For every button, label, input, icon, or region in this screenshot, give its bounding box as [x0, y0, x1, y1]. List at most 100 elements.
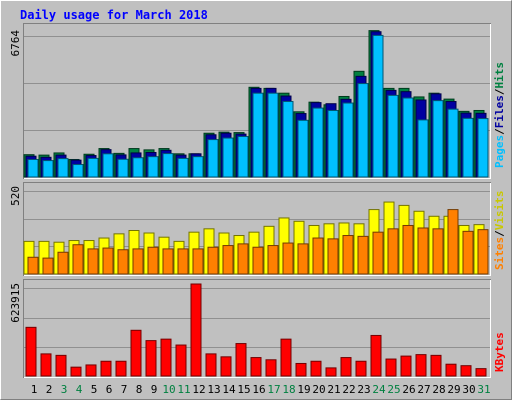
pages-bar-day-10 [162, 153, 174, 178]
kbytes-gridlines [24, 288, 490, 348]
legend-files: Files [493, 95, 506, 128]
kbytes-bar-day-16 [250, 357, 262, 377]
sites-bar-day-7 [117, 249, 129, 275]
sites-bar-day-8 [132, 248, 144, 275]
day-label: 3 [61, 383, 68, 396]
kbytes-bar-day-13 [205, 353, 217, 377]
sites-bar-day-19 [297, 243, 309, 275]
pages-bar-day-25 [387, 94, 399, 178]
pages-bar-day-28 [432, 100, 444, 178]
sites-bar-day-4 [72, 244, 84, 275]
day-label: 13 [207, 383, 220, 396]
kbytes-bars [25, 283, 487, 377]
day-label: 4 [76, 383, 83, 396]
day-label: 5 [91, 383, 98, 396]
day-label: 24 [372, 383, 386, 396]
day-label: 31 [477, 383, 490, 396]
pages-bar-day-7 [117, 158, 129, 178]
pages-bar-day-12 [192, 156, 204, 178]
sites-bar-day-9 [147, 246, 159, 275]
kbytes-bar-day-30 [460, 365, 472, 377]
kbytes-bar-day-3 [55, 354, 67, 377]
pages-bar-day-4 [72, 164, 84, 178]
sites-bar-day-21 [327, 238, 339, 275]
day-label: 6 [106, 383, 113, 396]
day-label: 25 [387, 383, 400, 396]
pages-bar-day-11 [177, 157, 189, 178]
sites-bar-day-18 [282, 242, 294, 275]
pages-bar-day-8 [132, 157, 144, 178]
sites-bar-day-20 [312, 237, 324, 275]
day-label: 2 [46, 383, 53, 396]
visits-panel: 520 Sites/Visits [9, 182, 506, 276]
sites-bar-day-1 [27, 256, 39, 275]
sites-bar-day-24 [372, 231, 384, 275]
day-label: 12 [192, 383, 205, 396]
day-label: 28 [432, 383, 445, 396]
kbytes-bar-day-22 [340, 357, 352, 377]
day-label: 21 [327, 383, 340, 396]
kbytes-ymax-label: 623915 [9, 283, 22, 323]
sites-bar-day-23 [357, 235, 369, 275]
kbytes-bar-day-12 [190, 283, 202, 377]
pages-bar-day-23 [357, 83, 369, 178]
day-axis-labels: 1 2 3 4 5 6 7 8 9 10 11 12 13 14 15 16 17 18 19 20 21 22 23 24 2… [31, 383, 491, 396]
pages-bar-day-3 [57, 158, 69, 178]
legend-visits: Visits [493, 191, 506, 231]
traffic-legend: Pages/Files/Hits [493, 62, 506, 168]
pages-bar-day-18 [282, 101, 294, 178]
visits-ymax-label: 520 [9, 186, 22, 206]
pages-bar-day-21 [327, 109, 339, 178]
day-label: 17 [267, 383, 280, 396]
kbytes-bar-day-23 [355, 360, 367, 377]
day-label: 7 [121, 383, 128, 396]
day-label: 14 [222, 383, 236, 396]
pages-bar-day-15 [237, 136, 249, 178]
kbytes-bar-day-29 [445, 363, 457, 377]
traffic-panel-bevel [24, 24, 491, 179]
kbytes-bar-day-26 [400, 355, 412, 377]
sites-bar-day-10 [162, 248, 174, 275]
traffic-panel: 6764 Pages/Files/Hits [9, 23, 506, 179]
sites-bar-day-16 [252, 246, 264, 275]
pages-bar-day-29 [447, 108, 459, 178]
visits-panel-bevel [24, 183, 491, 276]
sites-bar-day-22 [342, 235, 354, 275]
sites-bar-day-27 [417, 227, 429, 275]
pages-bar-day-13 [207, 139, 219, 178]
day-label: 19 [297, 383, 310, 396]
pages-bar-day-24 [372, 34, 384, 178]
sites-bar-day-26 [402, 224, 414, 275]
day-label: 1 [31, 383, 38, 396]
pages-bar-day-31 [477, 118, 489, 178]
kbytes-bar-day-31 [475, 368, 487, 377]
sites-bar-day-31 [477, 229, 489, 275]
kbytes-bar-day-6 [100, 360, 112, 377]
day-label: 18 [282, 383, 295, 396]
kbytes-bar-day-10 [160, 338, 172, 377]
pages-bar-day-19 [297, 119, 309, 178]
pages-bar-day-27 [417, 119, 429, 178]
legend-separator: / [493, 230, 506, 237]
day-label: 26 [402, 383, 415, 396]
kbytes-bar-day-27 [415, 354, 427, 377]
sites-bar-day-13 [207, 246, 219, 275]
pages-bar-day-6 [102, 153, 114, 178]
day-label: 9 [151, 383, 158, 396]
kbytes-panel-bevel [24, 280, 491, 378]
sites-bar-day-29 [447, 209, 459, 275]
kbytes-bar-day-28 [430, 354, 442, 377]
traffic-bars [23, 30, 489, 178]
day-label: 15 [237, 383, 250, 396]
day-label: 30 [462, 383, 475, 396]
kbytes-bar-day-14 [220, 356, 232, 377]
chart-title: Daily usage for March 2018 [20, 8, 208, 22]
pages-bar-day-14 [222, 137, 234, 178]
sites-bar-day-14 [222, 245, 234, 275]
legend-hits: Hits [493, 62, 506, 89]
day-label: 8 [136, 383, 143, 396]
kbytes-bar-day-17 [265, 359, 277, 377]
pages-bar-day-17 [267, 92, 279, 178]
pages-bar-day-1 [27, 158, 39, 178]
